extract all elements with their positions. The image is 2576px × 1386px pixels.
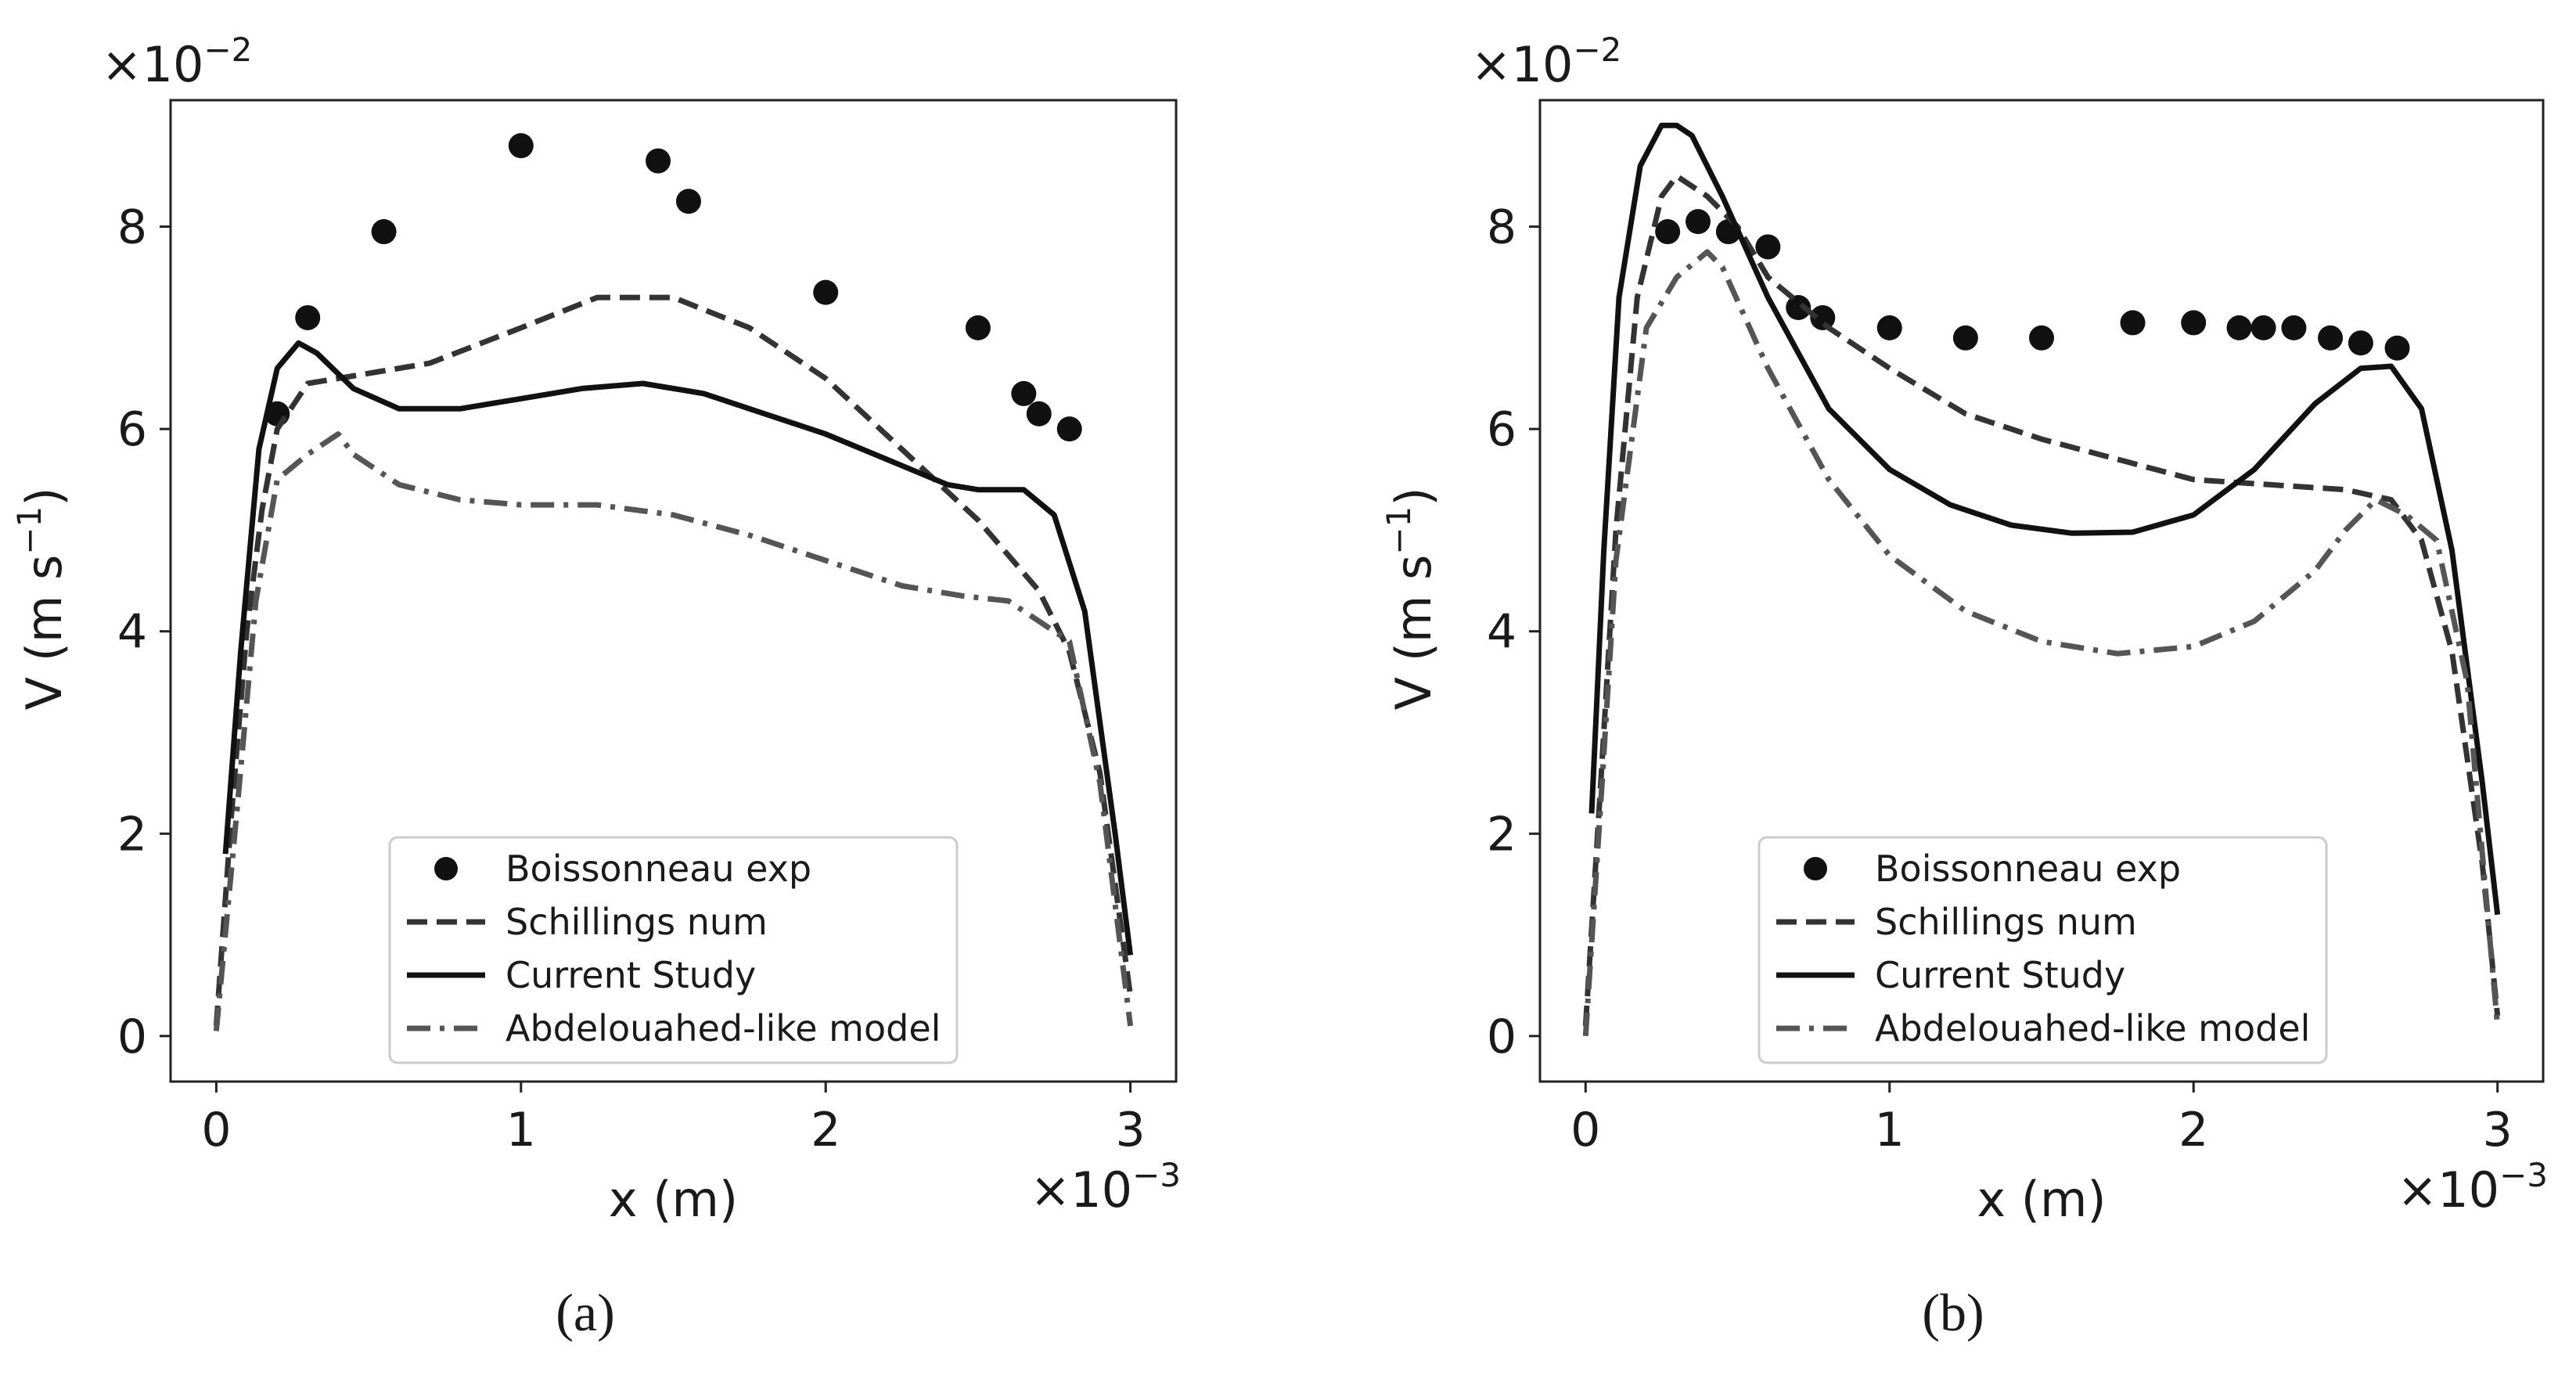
y-axis-label-close: ) [16, 488, 73, 506]
x-multiplier-exponent: −3 [2499, 1156, 2548, 1194]
legend-label: Schillings num [505, 901, 768, 943]
data-point [1755, 234, 1781, 260]
legend-marker [434, 857, 458, 880]
data-point [295, 304, 321, 330]
data-point [1056, 416, 1082, 442]
y-tick-label: 2 [117, 807, 147, 862]
y-tick-label: 2 [1487, 807, 1516, 862]
data-point [2348, 330, 2373, 356]
legend-label: Abdelouahed-like model [1875, 1007, 2310, 1049]
legend-label: Boissonneau exp [1875, 848, 2181, 890]
series-line-dashdot [213, 431, 1134, 1031]
legend-box [388, 836, 959, 1064]
y-multiplier-exponent: −2 [203, 31, 252, 69]
y-tick-label: 6 [117, 402, 147, 457]
x-tick-label: 2 [2178, 1103, 2208, 1157]
y-tick-label: 6 [1487, 402, 1516, 457]
y-axis-label-main: V (m s [16, 555, 73, 711]
y-tick-label: 0 [1487, 1010, 1516, 1064]
series-line-solid [222, 340, 1134, 956]
y-axis-label-exponent: −1 [1380, 506, 1418, 555]
series-line-dashdot [1582, 249, 2501, 1037]
x-multiplier-base: ×10 [1030, 1161, 1132, 1219]
data-point [508, 133, 534, 159]
plot-frame [169, 99, 1178, 1083]
data-point [371, 219, 397, 245]
data-point [1655, 219, 1681, 245]
x-axis-label: x (m) [609, 1171, 738, 1228]
data-point [2029, 325, 2054, 351]
data-point [1810, 304, 1836, 330]
data-point [1952, 325, 1978, 351]
y-axis-label-close: ) [1385, 488, 1442, 506]
x-tick-label: 1 [506, 1103, 536, 1157]
data-point [2384, 335, 2410, 361]
y-axis-label: V (m s−1) [10, 488, 73, 711]
data-point [2281, 315, 2307, 340]
y-axis-label-main: V (m s [1385, 555, 1442, 711]
legend: Boissonneau exp Schillings num Current Stu… [388, 836, 959, 1064]
y-multiplier-exponent: −2 [1573, 31, 1621, 69]
data-point [646, 148, 671, 174]
x-tick-label: 0 [201, 1103, 231, 1157]
y-axis-label: V (m s−1) [1380, 488, 1442, 711]
x-tick-label: 1 [1875, 1103, 1905, 1157]
series-line-dashed [1582, 173, 2501, 1027]
legend-label: Schillings num [1875, 901, 2137, 943]
y-multiplier-base: ×10 [102, 36, 204, 93]
x-tick-label: 3 [2483, 1103, 2513, 1157]
y-tick-label: 0 [117, 1010, 147, 1064]
y-multiplier: ×10−2 [102, 31, 253, 93]
data-point [2226, 315, 2252, 340]
y-tick-label: 4 [1487, 605, 1516, 660]
x-tick-label: 2 [811, 1103, 840, 1157]
data-point [2318, 325, 2344, 351]
panel-label: (a) [556, 1283, 614, 1342]
data-point [813, 279, 839, 305]
legend-label: Current Study [1875, 954, 2125, 996]
plot-frame [1538, 99, 2545, 1083]
series-line-solid [1588, 122, 2501, 916]
x-tick-label: 3 [1115, 1103, 1145, 1157]
legend-marker [1804, 857, 1827, 880]
x-tick-label: 0 [1570, 1103, 1600, 1157]
y-multiplier: ×10−2 [1471, 31, 1622, 93]
y-tick-label: 4 [117, 605, 147, 660]
y-multiplier-base: ×10 [1471, 36, 1574, 93]
data-point [675, 189, 701, 214]
x-multiplier-exponent: −3 [1132, 1156, 1181, 1194]
x-axis-label: x (m) [1977, 1171, 2106, 1228]
x-multiplier-base: ×10 [2397, 1161, 2499, 1219]
x-multiplier: ×10−3 [1030, 1156, 1181, 1219]
x-multiplier: ×10−3 [2397, 1156, 2548, 1219]
y-tick-label: 8 [1487, 200, 1516, 255]
legend-label: Boissonneau exp [505, 848, 811, 890]
data-point [1786, 295, 1811, 321]
data-point [1026, 401, 1052, 427]
legend-label: Current Study [505, 954, 756, 996]
series-line-dashed [213, 294, 1134, 1027]
data-point [1876, 315, 1902, 340]
panel-label: (b) [1922, 1283, 1984, 1342]
data-point [2120, 310, 2146, 336]
y-tick-label: 8 [117, 200, 147, 255]
data-point [1011, 380, 1037, 406]
y-axis-label-exponent: −1 [10, 506, 49, 555]
data-point [965, 315, 991, 340]
legend-box [1758, 836, 2328, 1064]
data-point [1686, 209, 1711, 235]
data-point [2250, 315, 2276, 340]
data-point [2181, 310, 2207, 336]
legend-label: Abdelouahed-like model [505, 1007, 941, 1049]
legend: Boissonneau exp Schillings num Current Stu… [1758, 836, 2328, 1064]
